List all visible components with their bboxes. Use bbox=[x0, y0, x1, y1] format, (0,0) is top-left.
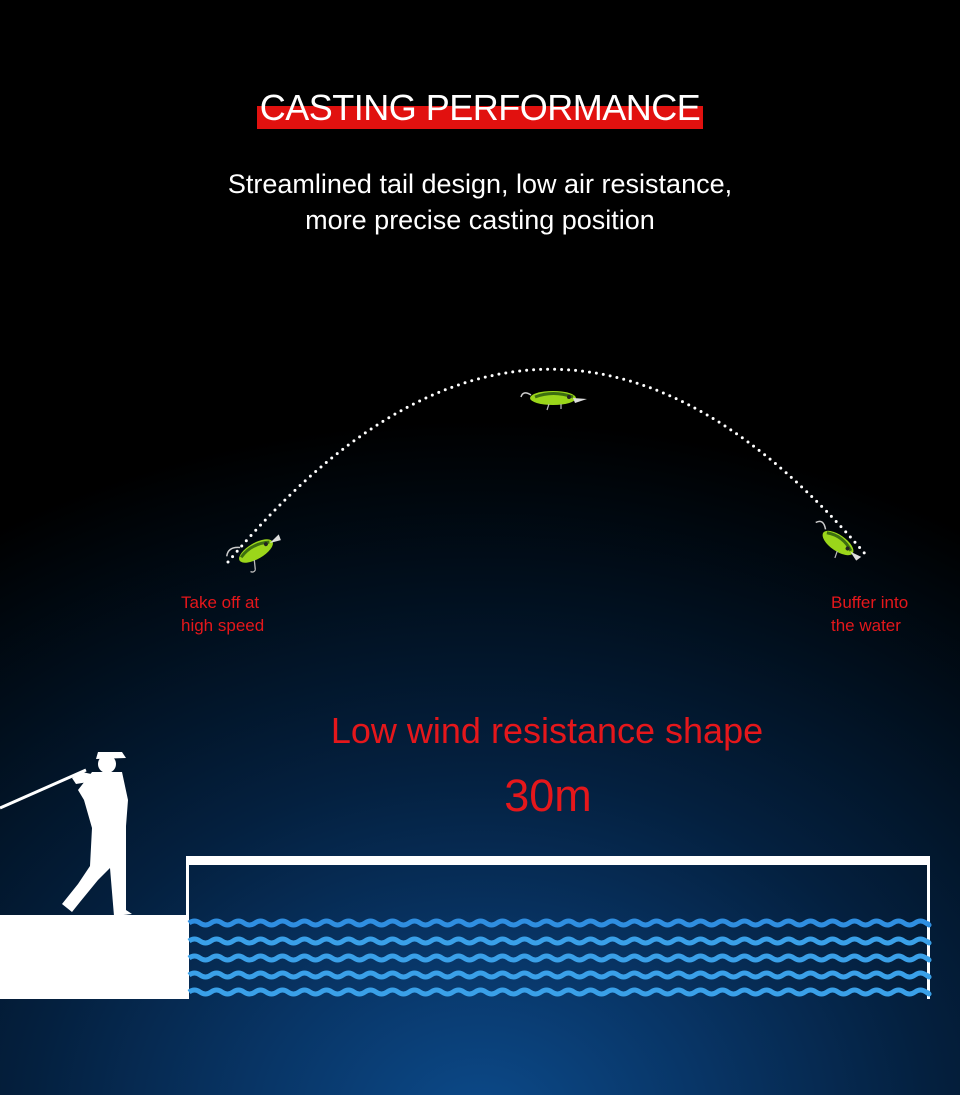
wave-line bbox=[187, 987, 932, 997]
water-waves bbox=[187, 918, 932, 997]
subtitle-line-1: Streamlined tail design, low air resista… bbox=[227, 169, 733, 199]
dock-platform bbox=[0, 915, 186, 999]
title-container: CASTING PERFORMANCE bbox=[0, 87, 960, 129]
title-highlight-bar bbox=[256, 106, 704, 129]
lure-apex-icon bbox=[520, 391, 587, 411]
feature-text: Low wind resistance shape bbox=[330, 710, 764, 751]
subtitle-line-2: more precise casting position bbox=[305, 205, 655, 235]
entry-label: Buffer into the water bbox=[831, 591, 908, 637]
cast-distance: 30m bbox=[504, 770, 592, 821]
takeoff-label: Take off at high speed bbox=[181, 591, 264, 637]
entry-label-line-1: Buffer into bbox=[831, 593, 909, 612]
water-frame-top bbox=[186, 856, 930, 865]
takeoff-label-line-1: Take off at bbox=[181, 593, 260, 612]
takeoff-label-line-2: high speed bbox=[181, 616, 265, 635]
lure-entry-icon bbox=[815, 520, 862, 561]
casting-trajectory-arc bbox=[226, 367, 868, 564]
wave-line bbox=[187, 918, 932, 928]
subtitle: Streamlined tail design, low air resista… bbox=[0, 166, 960, 238]
fisherman-silhouette-icon bbox=[0, 752, 132, 916]
wave-line bbox=[187, 953, 932, 963]
entry-label-line-2: the water bbox=[831, 616, 901, 635]
page-title: CASTING PERFORMANCE bbox=[256, 87, 704, 129]
wave-line bbox=[187, 936, 932, 946]
lure-takeoff-icon bbox=[226, 534, 281, 573]
wave-line bbox=[187, 970, 932, 980]
page-title-text: CASTING PERFORMANCE bbox=[259, 87, 701, 128]
